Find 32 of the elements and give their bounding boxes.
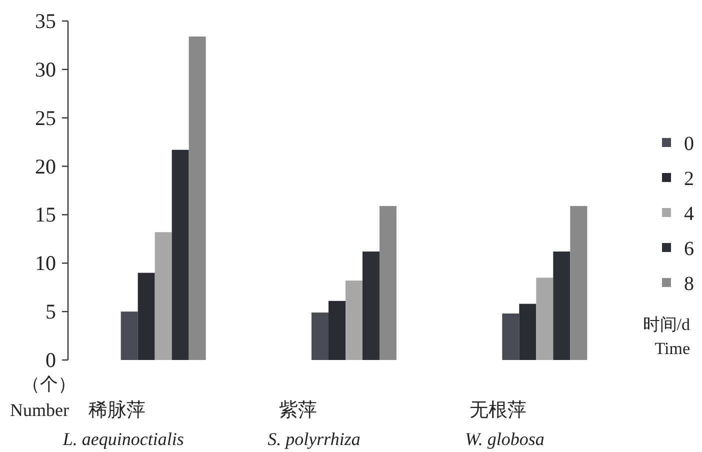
bar xyxy=(120,312,138,360)
legend-label: 4 xyxy=(684,203,694,225)
legend-label: 8 xyxy=(684,273,694,295)
legend-title: 时间/d Time xyxy=(642,315,690,358)
bar xyxy=(346,280,362,360)
y-tick-label: 25 xyxy=(35,106,56,130)
y-tick-label: 35 xyxy=(35,9,56,33)
bar xyxy=(172,150,189,360)
legend-label: 6 xyxy=(684,238,694,260)
bar xyxy=(519,304,536,360)
y-axis-title: （个） Number xyxy=(10,374,76,420)
y-tick-label: 30 xyxy=(35,57,56,82)
bar xyxy=(380,206,396,360)
bar xyxy=(362,252,380,360)
bar xyxy=(536,278,554,360)
bar xyxy=(138,272,155,360)
bar xyxy=(154,232,172,360)
bar xyxy=(328,300,346,360)
bar xyxy=(188,36,206,360)
bar xyxy=(502,314,520,360)
legend-label: 2 xyxy=(684,168,694,190)
x-tick-label: 无根萍 W. globosa xyxy=(464,400,544,449)
bar xyxy=(553,252,570,360)
y-tick-label: 15 xyxy=(35,202,56,227)
y-tick-label: 20 xyxy=(35,154,56,178)
y-tick-label: 0 xyxy=(46,348,56,372)
y-tick-label: 10 xyxy=(35,251,56,276)
bar xyxy=(570,206,588,360)
x-tick-label: 紫萍 S. polyrrhiza xyxy=(268,400,360,449)
legend-label: 0 xyxy=(684,133,694,155)
bar xyxy=(312,312,328,360)
y-tick-label: 5 xyxy=(46,300,56,324)
